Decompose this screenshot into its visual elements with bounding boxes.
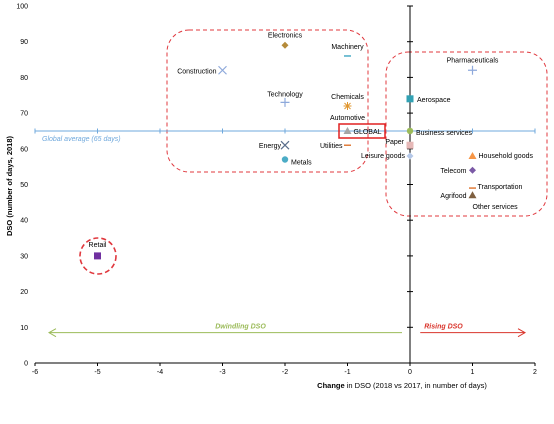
point-label: Business services [416, 130, 473, 137]
x-tick-label: 0 [408, 369, 412, 376]
point-label: Retail [89, 242, 107, 249]
marker-agrifood [468, 191, 477, 199]
marker-technology [280, 97, 290, 107]
y-tick-label: 50 [20, 182, 28, 189]
marker-aerospace [406, 95, 414, 103]
marker-metals [281, 156, 289, 163]
point-label: Utilities [320, 143, 343, 150]
highlight-regions [79, 29, 548, 275]
point-label: GLOBAL [354, 129, 382, 136]
global-label-box [338, 123, 386, 139]
arrow-label: Dwindling DSO [215, 324, 266, 331]
y-tick-label: 70 [20, 111, 28, 118]
direction-arrows: Dwindling DSO Rising DSO [47, 324, 527, 338]
marker-global [343, 126, 352, 134]
point-label: Transportation [478, 184, 523, 191]
x-tick-label: -4 [157, 369, 163, 376]
data-points [94, 41, 477, 260]
x-axis-label: Change in DSO (2018 vs 2017, in number o… [317, 381, 487, 390]
marker-telecom [469, 166, 476, 174]
x-axis-label-bold: Change [317, 381, 345, 390]
marker-electronics [281, 41, 289, 49]
marker-construction [218, 65, 227, 75]
x-tick-label: 2 [533, 369, 537, 376]
y-tick-label: 20 [20, 289, 28, 296]
point-label: Other services [473, 204, 519, 211]
x-tick-label: -3 [219, 369, 225, 376]
global-average-label: Global average (65 days) [42, 136, 121, 143]
point-label: Chemicals [331, 94, 364, 101]
point-label: Leisure goods [361, 153, 405, 160]
y-tick-label: 90 [20, 39, 28, 46]
x-tick-label: -2 [282, 369, 288, 376]
y-tick-label: 30 [20, 253, 28, 260]
x-tick-label: 1 [471, 369, 475, 376]
point-label: Telecom [440, 168, 466, 175]
rising-dso-region [385, 51, 548, 217]
y-tick-label: 10 [20, 325, 28, 332]
x-tick-label: -5 [94, 369, 100, 376]
declining-dso-region [166, 29, 369, 173]
point-label: Aerospace [417, 97, 451, 104]
marker-paper [406, 141, 414, 149]
marker-pharmaceuticals [468, 65, 477, 75]
point-label: Agrifood [440, 193, 466, 200]
marker-energy [280, 140, 290, 150]
y-tick-label: 40 [20, 218, 28, 225]
point-label: Construction [177, 68, 216, 75]
x-tick-label: -6 [32, 369, 38, 376]
point-label: Paper [385, 139, 404, 146]
x-axis-label-rest: in DSO (2018 vs 2017, in number of days) [345, 381, 488, 390]
y-tick-label: 60 [20, 146, 28, 153]
retail-outlier-circle [79, 237, 117, 275]
axes: 0 10 20 30 40 50 60 70 80 90 100 -6 -5 -4 -3 -2 -1 0 1 2 [16, 4, 537, 377]
arrow-label: Rising DSO [424, 324, 463, 331]
point-label: Household goods [479, 153, 534, 160]
point-label: Machinery [331, 44, 364, 51]
point-label: Automotive [330, 115, 365, 122]
marker-household-goods [468, 151, 477, 159]
point-label: Energy [259, 143, 282, 150]
point-label: Metals [291, 160, 312, 167]
y-tick-label: 80 [20, 75, 28, 82]
point-labels: Electronics Machinery Construction Technolo… [89, 32, 534, 249]
marker-chemicals [343, 101, 352, 110]
point-label: Pharmaceuticals [447, 57, 499, 64]
marker-leisure-goods [406, 152, 414, 160]
marker-business-services [406, 127, 414, 135]
arrow-head [47, 328, 57, 338]
marker-retail [94, 252, 101, 260]
y-tick-label: 100 [16, 4, 28, 11]
arrow-head [517, 328, 527, 338]
y-axis-label: DSO (number of days, 2018) [5, 135, 14, 236]
x-tick-label: -1 [344, 369, 350, 376]
point-label: Electronics [268, 32, 303, 39]
y-tick-label: 0 [24, 361, 28, 368]
point-label: Technology [267, 91, 303, 98]
